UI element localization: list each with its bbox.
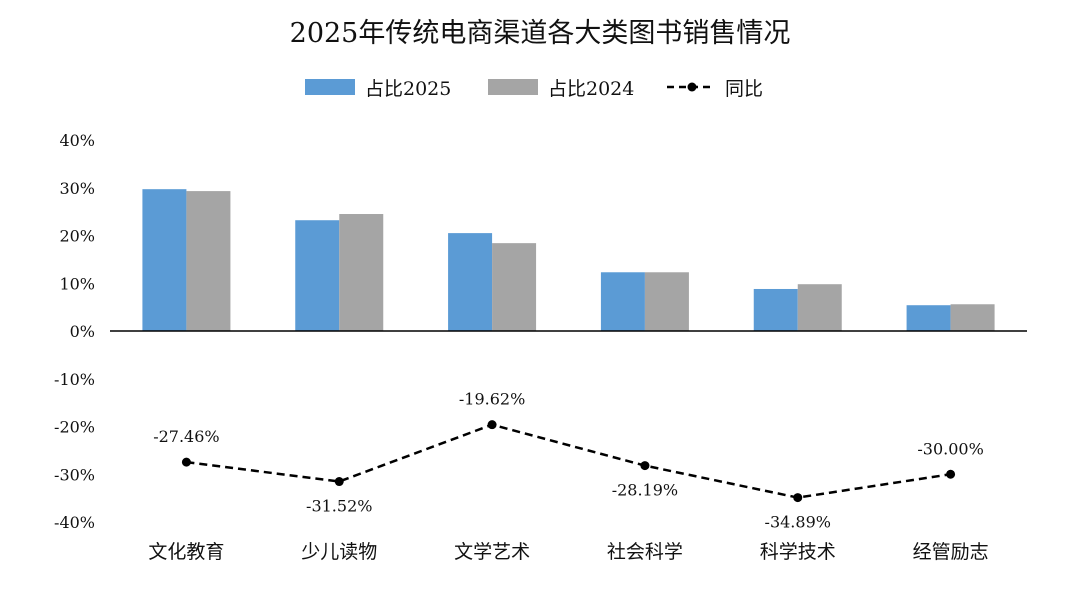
y-tick-label: -10% xyxy=(54,370,95,389)
yoy-point xyxy=(793,493,803,503)
y-tick-label: 40% xyxy=(59,131,95,150)
bar-占比2024 xyxy=(644,272,689,331)
y-axis: 40% 30% 20% 10% 0% -10% -20% -30% -40% xyxy=(54,131,95,532)
x-tick-label: 文化教育 xyxy=(148,541,224,563)
bar-占比2025 xyxy=(600,272,645,331)
legend-swatch xyxy=(305,79,355,95)
yoy-data-label: -30.00% xyxy=(917,439,983,458)
y-tick-label: -30% xyxy=(54,465,95,484)
yoy-data-label: -31.52% xyxy=(306,497,372,516)
yoy-line-path xyxy=(186,423,951,499)
y-tick-label: 10% xyxy=(59,274,95,293)
yoy-line: -27.46% -31.52% -19.62% -28.19% -34.89% -30.0… xyxy=(153,390,984,532)
y-tick-label: -40% xyxy=(54,513,95,532)
bar-占比2025 xyxy=(142,189,187,331)
bar-占比2025 xyxy=(295,220,340,331)
yoy-data-label: -28.19% xyxy=(612,481,678,500)
x-tick-label: 经管励志 xyxy=(913,541,989,563)
bar-占比2024 xyxy=(339,214,384,331)
bar-占比2024 xyxy=(797,284,842,331)
bar-占比2024 xyxy=(950,304,995,331)
yoy-point xyxy=(334,477,344,487)
bar-占比2024 xyxy=(186,191,231,331)
x-tick-label: 文学艺术 xyxy=(454,541,530,563)
y-tick-label: -20% xyxy=(54,418,95,437)
bar-占比2025 xyxy=(906,305,951,331)
yoy-data-label: -27.46% xyxy=(153,427,219,446)
y-tick-label: 0% xyxy=(70,322,95,341)
legend: 占比2025 占比2024 同比 xyxy=(305,78,763,100)
yoy-point xyxy=(946,469,956,479)
chart-title: 2025年传统电商渠道各大类图书销售情况 xyxy=(290,18,791,49)
legend-label: 占比2025 xyxy=(365,78,451,100)
x-axis: 文化教育 少儿读物 文学艺术 社会科学 科学技术 经管励志 xyxy=(148,541,988,563)
bar-占比2024 xyxy=(492,243,537,331)
yoy-point xyxy=(487,420,497,430)
y-tick-label: 30% xyxy=(59,179,95,198)
x-tick-label: 少儿读物 xyxy=(301,541,377,563)
yoy-point xyxy=(640,461,650,471)
x-tick-label: 科学技术 xyxy=(760,541,836,563)
legend-swatch xyxy=(488,79,538,95)
bars xyxy=(142,189,995,331)
yoy-point xyxy=(181,457,191,467)
legend-label: 占比2024 xyxy=(548,78,634,100)
x-tick-label: 社会科学 xyxy=(607,541,683,563)
legend-label: 同比 xyxy=(725,78,763,100)
bar-占比2025 xyxy=(448,233,493,331)
y-tick-label: 20% xyxy=(59,227,95,246)
legend-marker xyxy=(687,82,697,92)
bar-占比2025 xyxy=(753,288,798,331)
yoy-data-label: -19.62% xyxy=(459,390,525,409)
yoy-data-label: -34.89% xyxy=(765,513,831,532)
